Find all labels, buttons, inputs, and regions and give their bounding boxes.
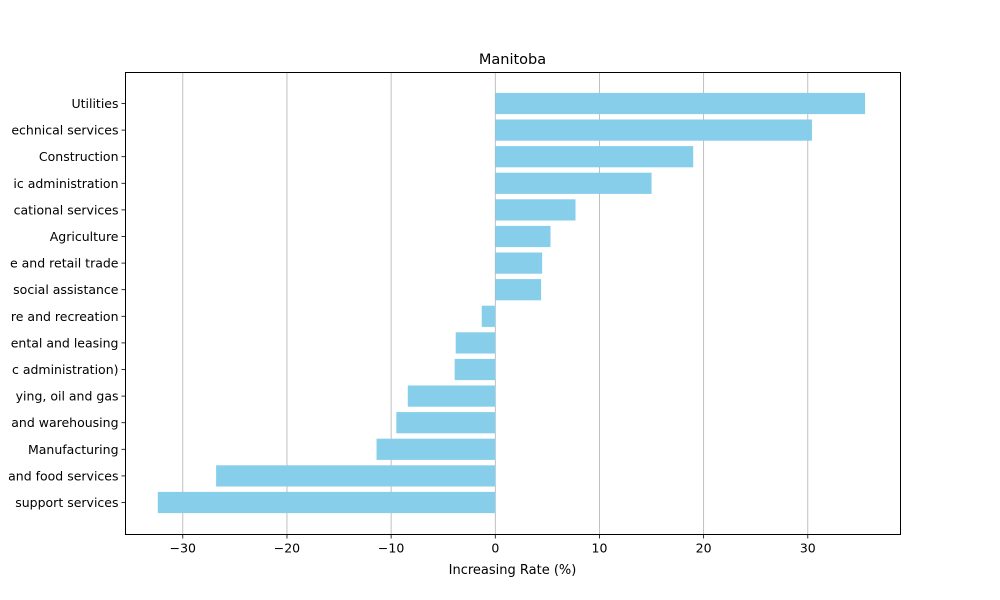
y-tick-label: ying, oil and gas [16, 389, 119, 404]
y-tick-label: cational services [14, 202, 119, 217]
x-tick-label: 10 [592, 541, 608, 556]
bar [454, 358, 496, 381]
x-axis-label: Increasing Rate (%) [449, 563, 577, 578]
y-tick-label: support services [15, 495, 118, 510]
bar [495, 199, 576, 221]
y-tick-label: e and retail trade [10, 256, 119, 271]
y-tick-label: and food services [8, 468, 118, 483]
y-tick-label: echnical services [11, 123, 118, 138]
y-axis-ticks: Utilities echnical services Construction ic… [8, 96, 126, 510]
bar [396, 412, 496, 434]
bar [216, 465, 496, 487]
y-tick-label: social assistance [13, 282, 119, 297]
bar [495, 252, 543, 274]
plot-frame [125, 72, 901, 535]
y-tick-label: c administration) [12, 362, 119, 377]
bar [495, 92, 866, 115]
y-tick-label: Utilities [71, 96, 118, 111]
bar [495, 225, 551, 248]
bars [157, 92, 866, 514]
x-tick-label: 20 [696, 541, 712, 556]
bar [495, 119, 812, 141]
x-tick-label: 0 [491, 541, 499, 556]
x-tick-label: −30 [170, 541, 196, 556]
y-tick-label: Manufacturing [28, 442, 119, 457]
bar [495, 172, 652, 194]
bar [157, 491, 496, 514]
grid-lines [182, 72, 809, 535]
y-tick-label: and warehousing [11, 415, 118, 430]
y-tick-label: ental and leasing [11, 335, 119, 350]
x-tick-label: 30 [800, 541, 816, 556]
x-tick-label: −10 [378, 541, 404, 556]
bar [481, 305, 496, 327]
y-tick-label: Agriculture [50, 229, 119, 244]
chart-title: Manitoba [479, 52, 546, 68]
x-axis-ticks: −30 −20 −10 0 10 20 30 [170, 534, 816, 556]
y-tick-label: re and recreation [11, 309, 119, 324]
bar [495, 279, 542, 301]
y-tick-label: ic administration [13, 176, 118, 191]
bar [495, 146, 694, 168]
x-tick-label: −20 [274, 541, 300, 556]
bar [407, 385, 496, 407]
y-tick-label: Construction [39, 149, 119, 164]
bar [455, 332, 496, 354]
bar [376, 438, 496, 460]
